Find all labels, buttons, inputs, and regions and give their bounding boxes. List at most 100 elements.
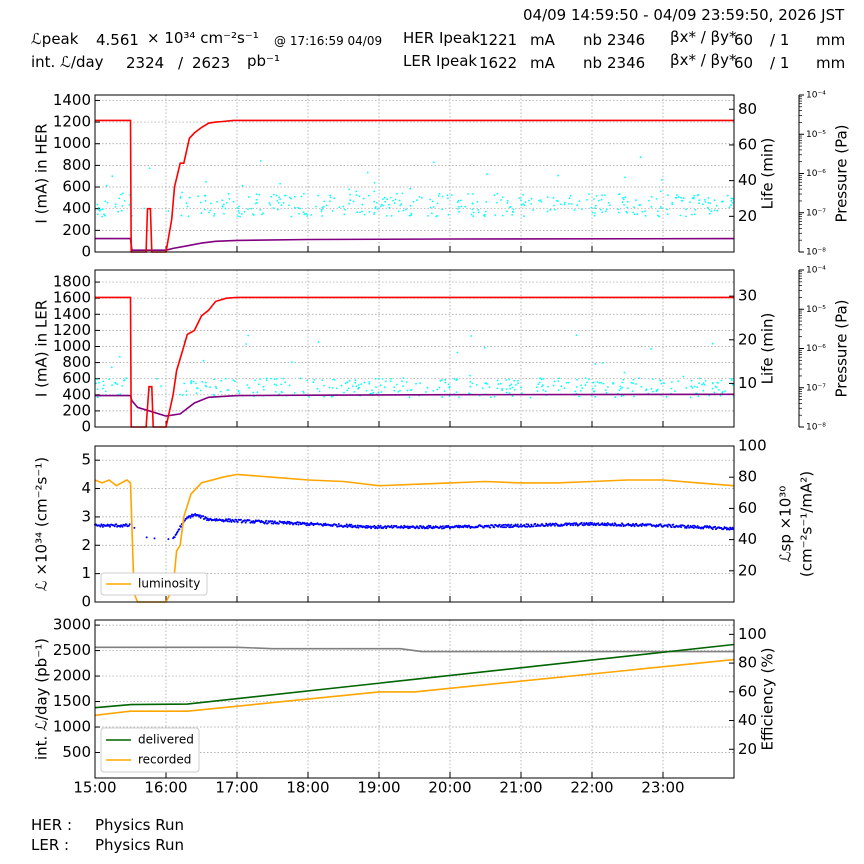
pressure-point <box>308 396 311 398</box>
pressure-point <box>655 198 658 200</box>
pressure-point <box>210 202 212 205</box>
pressure-point <box>632 378 635 381</box>
pressure-point <box>203 194 206 197</box>
specific-lumi-point <box>532 525 535 528</box>
pressure-point <box>356 211 359 214</box>
pressure-point <box>226 389 229 391</box>
pressure-point <box>288 204 290 207</box>
pressure-point <box>496 387 499 390</box>
specific-lumi-point <box>535 525 538 527</box>
pressure-point <box>592 381 595 384</box>
pressure-point <box>128 203 131 206</box>
pressure-point <box>363 381 366 384</box>
pressure-point <box>213 213 216 215</box>
pressure-point <box>302 392 305 394</box>
specific-lumi-point <box>221 518 224 521</box>
pressure-point <box>677 195 680 198</box>
pressure-point <box>196 387 198 389</box>
pressure-point <box>348 202 351 205</box>
pressure-point <box>496 379 499 382</box>
pressure-point <box>605 208 608 211</box>
specific-lumi-point <box>180 525 182 528</box>
specific-lumi-point <box>639 523 642 526</box>
pressure-point <box>294 195 296 198</box>
pressure-point <box>368 381 371 383</box>
pressure-point <box>363 213 366 216</box>
pressure-point <box>372 391 375 394</box>
pressure-point <box>208 211 210 214</box>
specific-lumi-point <box>574 524 577 526</box>
specific-lumi-point <box>731 526 734 529</box>
pressure-tick-label: 10⁻⁷ <box>806 208 826 218</box>
pressure-point <box>696 194 699 197</box>
specific-lumi-point <box>188 515 191 518</box>
specific-lumi-point <box>501 526 504 529</box>
y2-tick-label: 60 <box>738 499 757 517</box>
specific-lumi-point <box>691 526 694 529</box>
pressure-point <box>393 202 396 205</box>
pressure-point <box>331 210 334 212</box>
pressure-point <box>457 206 460 208</box>
pressure-point <box>467 193 469 195</box>
pressure-point <box>731 201 734 204</box>
pressure-point <box>570 203 573 205</box>
pressure-point <box>256 201 258 204</box>
x-tick-label: 22:00 <box>570 779 613 797</box>
pressure-point <box>460 205 463 208</box>
pressure-point <box>385 380 387 383</box>
pressure-point <box>477 209 480 211</box>
pressure-point <box>626 206 628 209</box>
pressure-point <box>666 208 668 211</box>
pressure-point <box>574 390 577 393</box>
specific-lumi-point <box>335 523 338 526</box>
pressure-point <box>501 389 503 392</box>
pressure-point <box>621 201 624 204</box>
pressure-point <box>204 200 207 202</box>
pressure-point <box>438 386 441 389</box>
pressure-point <box>598 382 601 384</box>
pressure-point <box>143 207 146 210</box>
pressure-point <box>681 200 684 202</box>
specific-lumi-point <box>524 525 527 528</box>
pressure-point <box>517 382 519 385</box>
pressure-point <box>259 209 262 211</box>
pressure-point <box>633 213 636 216</box>
pressure-point <box>277 202 280 204</box>
pressure-point <box>269 203 272 206</box>
pressure-point <box>593 214 596 217</box>
pressure-point <box>349 193 351 196</box>
pressure-point <box>108 378 110 381</box>
specific-lumi-point <box>456 526 459 529</box>
pressure-point <box>496 192 499 195</box>
pressure-point <box>541 385 543 388</box>
pressure-point <box>180 214 183 217</box>
pressure-point <box>276 200 279 202</box>
pressure-point <box>639 156 642 159</box>
pressure-point <box>483 346 486 349</box>
pressure-point <box>432 389 435 392</box>
pressure-point <box>605 210 607 213</box>
pressure-point <box>200 212 203 214</box>
pressure-point <box>671 201 674 204</box>
pressure-point <box>321 379 324 381</box>
pressure-point <box>660 207 663 210</box>
pressure-point <box>366 171 369 174</box>
specific-lumi-point <box>364 526 367 529</box>
pressure-point <box>501 196 504 199</box>
pressure-point <box>671 203 674 206</box>
pressure-point <box>619 387 622 390</box>
pressure-point <box>297 206 299 209</box>
pressure-point <box>284 381 287 384</box>
pressure-point <box>246 384 249 386</box>
specific-lumi-point <box>508 526 511 529</box>
pressure-point <box>557 389 560 392</box>
specific-lumi-point <box>251 521 254 524</box>
pressure-point <box>538 381 541 384</box>
pressure-point <box>581 208 583 211</box>
specific-lumi-point <box>582 524 585 527</box>
pressure-point <box>205 180 207 183</box>
pressure-point <box>540 201 543 203</box>
pressure-point <box>377 391 380 394</box>
specific-lumi-point <box>233 520 236 523</box>
specific-lumi-point <box>322 524 324 527</box>
